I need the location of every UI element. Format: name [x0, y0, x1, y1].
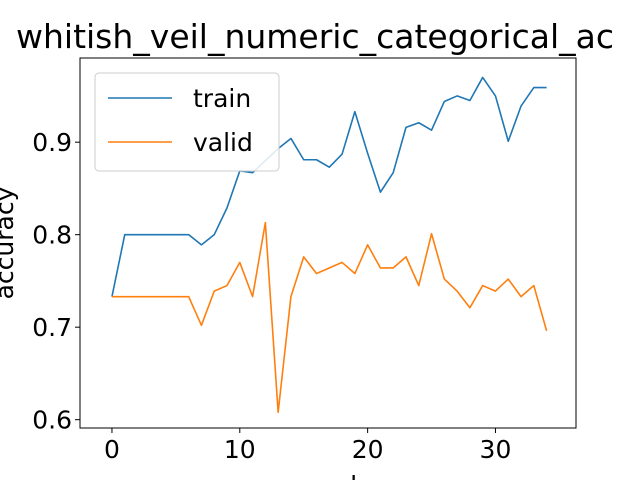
x-axis: 0 10 20 30: [104, 428, 511, 464]
y-tick-label: 0.9: [32, 128, 72, 157]
y-axis: 0.6 0.7 0.8 0.9: [32, 128, 80, 435]
x-tick-label: 30: [480, 435, 512, 464]
y-tick-label: 0.8: [32, 221, 72, 250]
y-tick-label: 0.6: [32, 406, 72, 435]
x-tick-label: 0: [104, 435, 120, 464]
series-line-valid: [111, 221, 548, 414]
x-axis-label: epoch: [290, 471, 366, 480]
legend-label-train: train: [193, 84, 251, 113]
chart-title: whitish_veil_numeric_categorical_ac: [16, 17, 614, 56]
y-tick-label: 0.7: [32, 313, 72, 342]
x-tick-label: 10: [224, 435, 256, 464]
legend: train valid: [94, 72, 280, 172]
legend-label-valid: valid: [193, 128, 253, 157]
plot-area: [111, 76, 548, 414]
y-axis-label: accuracy: [0, 186, 19, 299]
series-line-train: [111, 76, 547, 297]
axes-frame: [79, 57, 577, 429]
x-tick-label: 20: [352, 435, 384, 464]
